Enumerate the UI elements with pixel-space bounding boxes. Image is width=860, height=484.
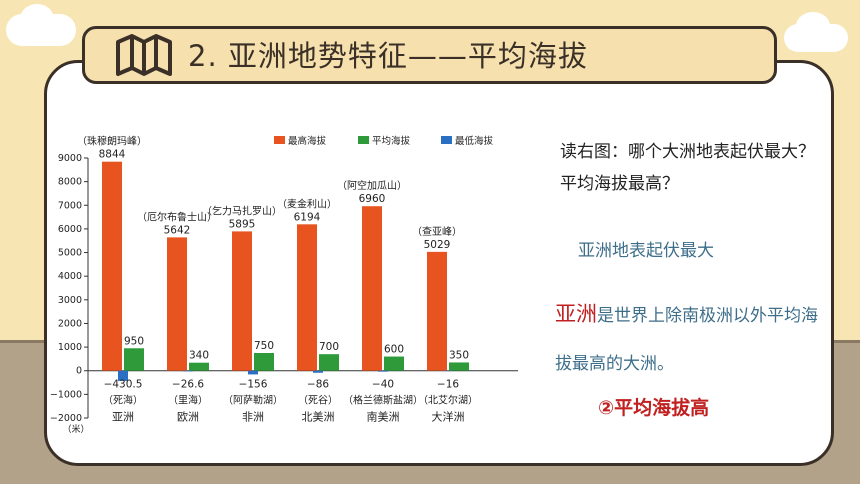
bar-avg-elevation: [124, 348, 144, 371]
legend-swatch: [358, 136, 369, 144]
bar-min-value: −156: [239, 379, 268, 391]
bar-min-value: −430.5: [104, 379, 143, 391]
bar-max-elevation: [167, 237, 187, 371]
category-label: 欧洲: [177, 411, 199, 424]
bar-max-elevation: [427, 251, 447, 371]
legend-label: 最高海拔: [288, 135, 327, 147]
page-title: 2. 亚洲地势特征——平均海拔: [188, 39, 588, 73]
low-name-label: （北艾尔湖）: [418, 394, 478, 407]
cloud-left-puff: [20, 4, 54, 34]
bar-max-elevation: [102, 161, 122, 371]
bar-min-value: −16: [437, 379, 459, 391]
bar-avg-elevation: [384, 356, 404, 371]
y-tick-label: 9000: [58, 153, 82, 164]
low-name-label: （格兰德斯盐湖）: [343, 394, 423, 407]
y-tick-label: −1000: [50, 389, 82, 400]
elevation-chart-svg: 9000 8000 7000 6000 5000 4000 3000 2000 1000 0 −10…: [50, 135, 518, 435]
title-banner: [82, 26, 777, 84]
low-name-label: （里海）: [168, 394, 208, 407]
peak-name-label: （阿空加瓜山）: [337, 179, 407, 192]
y-tick-label: 0: [76, 366, 82, 377]
bar-avg-value: 700: [319, 341, 339, 353]
y-tick-label: 1000: [58, 342, 82, 353]
peak-name-label: （厄尔布鲁士山）: [137, 210, 217, 223]
category-label: 南美洲: [367, 411, 400, 424]
answer-point: ②平均海拔高: [598, 397, 710, 419]
peak-name-label: （珠穆朗玛峰）: [77, 135, 147, 148]
bar-max-value: 5029: [424, 239, 451, 251]
y-tick-label: 3000: [58, 295, 82, 306]
y-tick-label: −2000: [50, 413, 82, 424]
bar-min-value: −26.6: [172, 379, 204, 391]
peak-name-label: （乞力马扎罗山）: [202, 204, 282, 217]
bar-avg-elevation: [319, 354, 339, 371]
bar-min-value: −86: [307, 379, 329, 391]
bar-max-elevation: [297, 224, 317, 371]
bar-max-value: 5895: [229, 218, 256, 230]
legend-label: 最低海拔: [455, 135, 494, 147]
peak-name-label: （麦金利山）: [277, 197, 337, 210]
bar-avg-elevation: [189, 362, 209, 371]
bar-min-elevation: [183, 370, 193, 372]
bar-max-value: 6960: [359, 193, 386, 205]
answer-relief: 亚洲地表起伏最大: [578, 241, 714, 261]
legend-label: 平均海拔: [372, 135, 411, 147]
bar-avg-elevation: [254, 353, 274, 371]
bar-min-elevation: [313, 370, 323, 373]
answer-average: 亚洲是世界上除南极洲以外平均海拔最高的大洲。: [555, 290, 825, 388]
bar-avg-value: 600: [384, 344, 404, 356]
bar-avg-value: 950: [124, 335, 144, 347]
y-tick-label: 8000: [58, 177, 82, 188]
low-name-label: （死海）: [103, 394, 143, 407]
answer-rest: 是世界上除南极洲以外平均海拔最高的大洲。: [555, 306, 818, 374]
low-name-label: （阿萨勒湖）: [223, 394, 283, 407]
bar-min-elevation: [118, 370, 128, 381]
bar-max-elevation: [232, 231, 252, 371]
category-label: 亚洲: [112, 411, 134, 424]
y-tick-label: 5000: [58, 248, 82, 259]
y-tick-label: 4000: [58, 271, 82, 282]
y-tick-label: 2000: [58, 318, 82, 329]
category-label: 大洋洲: [432, 410, 465, 424]
y-tick-label: 6000: [58, 224, 82, 235]
bar-min-elevation: [248, 370, 258, 375]
question-text: 读右图：哪个大洲地表起伏最大？平均海拔最高？: [560, 142, 815, 194]
bar-avg-value: 750: [254, 340, 274, 352]
bar-max-value: 6194: [294, 211, 321, 223]
category-label: 非洲: [242, 411, 264, 424]
y-tick-label: 7000: [58, 200, 82, 211]
answer-highlight: 亚洲: [555, 302, 597, 326]
bar-max-elevation: [362, 206, 382, 371]
bar-min-value: −40: [372, 379, 394, 391]
bar-avg-value: 350: [449, 349, 469, 361]
bar-max-value: 8844: [99, 149, 126, 161]
elevation-chart: 9000 8000 7000 6000 5000 4000 3000 2000 1000 0 −10…: [48, 128, 548, 438]
peak-name-label: （查亚峰）: [412, 225, 462, 238]
bar-avg-value: 340: [189, 350, 209, 362]
book-icon: [116, 34, 172, 76]
legend-swatch: [441, 136, 452, 144]
legend-swatch: [274, 136, 285, 144]
y-unit-label: （米）: [62, 423, 89, 435]
bar-min-elevation: [378, 370, 388, 372]
cloud-right-puff: [796, 12, 830, 40]
bar-max-value: 5642: [164, 224, 191, 236]
bar-avg-elevation: [449, 362, 469, 371]
category-label: 北美洲: [302, 411, 335, 424]
low-name-label: （死谷）: [298, 395, 338, 407]
